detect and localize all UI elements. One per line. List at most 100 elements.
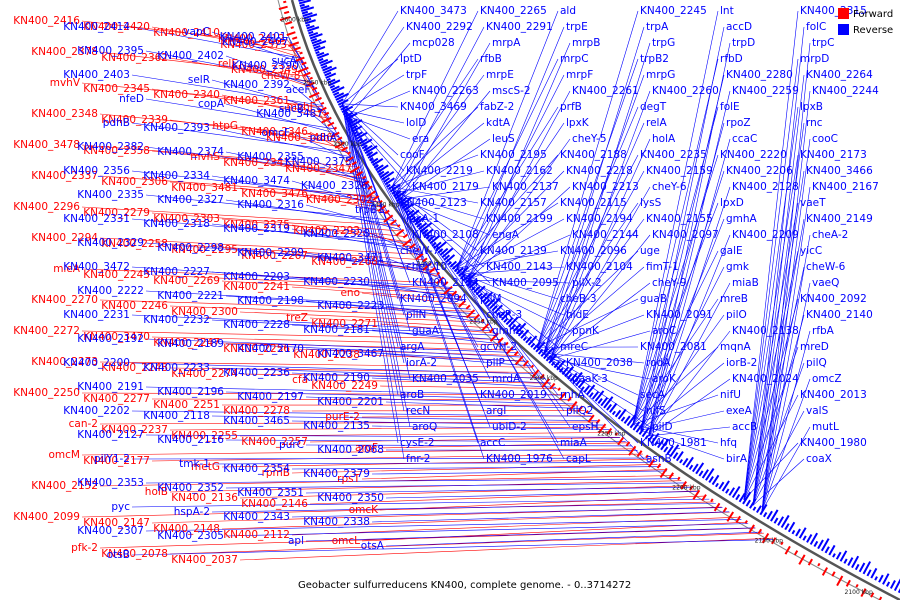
gene-label: otsB: [107, 549, 130, 561]
callout-line: [345, 26, 405, 111]
gene-label: KN400_2231: [63, 309, 130, 321]
callout-line: [467, 279, 571, 284]
gene-label: KN400_1976: [486, 453, 553, 465]
gene-label: KN400_2272: [13, 325, 80, 337]
callout-line: [632, 250, 719, 425]
reverse-gene-feature: [617, 408, 627, 420]
callout-line: [632, 58, 719, 425]
gene-label: KN400_2247: [153, 337, 220, 349]
callout-line: [456, 10, 559, 269]
reverse-gene-feature: [561, 366, 569, 375]
reverse-gene-feature: [315, 50, 320, 55]
gene-label: mrpE: [486, 69, 514, 81]
gene-label: aroQ: [412, 421, 437, 433]
callout-line: [291, 162, 369, 185]
gene-label: prfB: [560, 101, 582, 113]
callout-line: [131, 539, 775, 556]
gene-label: KN400_2277: [83, 393, 150, 405]
gene-label: lpxA-1: [406, 213, 439, 225]
callout-line: [99, 113, 340, 138]
reverse-gene-feature: [672, 452, 679, 460]
gene-label: mrpD: [800, 53, 829, 65]
reverse-gene-feature: [802, 535, 807, 541]
forward-gene-feature: [577, 405, 584, 413]
callout-line: [145, 338, 517, 353]
callout-line: [536, 106, 639, 348]
reverse-gene-feature: [773, 517, 779, 524]
reverse-gene-feature: [817, 539, 824, 550]
forward-gene-feature: [337, 136, 343, 141]
gene-label: KN400_2037: [171, 554, 238, 566]
reverse-gene-feature: [322, 65, 333, 72]
reverse-gene-feature: [870, 567, 878, 579]
gene-label: era: [412, 133, 429, 145]
reverse-gene-feature: [520, 329, 530, 339]
callout-line: [640, 410, 725, 431]
callout-line: [752, 410, 805, 506]
reverse-gene-feature: [500, 310, 511, 321]
gene-label: secA: [640, 389, 666, 401]
gene-label: KN400_2220: [720, 149, 787, 161]
callout-line: [385, 257, 443, 280]
reverse-gene-feature: [809, 532, 819, 545]
callout-line: [131, 122, 349, 153]
kbp-tick-label: 2500 kbp: [333, 141, 361, 148]
gene-label: KN400_2259: [732, 85, 799, 97]
gene-label: KN400_2331: [63, 213, 130, 225]
gene-label: KN400_2238: [293, 349, 360, 361]
callout-line: [305, 396, 577, 405]
callout-line: [225, 55, 315, 88]
forward-gene-feature: [645, 454, 649, 459]
reverse-gene-feature: [301, 10, 309, 15]
forward-gene-feature: [390, 219, 397, 226]
gene-label: KN400_2013: [800, 389, 867, 401]
callout-line: [338, 137, 358, 167]
callout-line: [743, 106, 799, 500]
reverse-gene-feature: [791, 529, 796, 535]
forward-gene-feature: [489, 327, 495, 333]
forward-gene-feature: [333, 126, 338, 130]
forward-gene-feature: [557, 387, 561, 392]
callout-line: [543, 352, 645, 412]
gene-label: KN400_2155: [646, 213, 713, 225]
gene-label: gcvH-2: [480, 341, 517, 353]
callout-line: [752, 122, 805, 506]
reverse-gene-feature: [626, 414, 637, 427]
reverse-gene-feature: [349, 119, 363, 128]
forward-gene-feature: [531, 369, 540, 378]
gene-label: KN400_2315: [800, 5, 867, 17]
callout-line: [400, 90, 491, 200]
callout-line: [456, 202, 559, 269]
gene-label: KN400_2134: [412, 277, 479, 289]
callout-line: [371, 511, 730, 523]
forward-gene-feature: [726, 511, 735, 522]
reverse-gene-feature: [688, 464, 694, 470]
gene-label: trpA: [646, 21, 669, 33]
reverse-gene-feature: [484, 298, 491, 305]
reverse-gene-feature: [429, 235, 441, 245]
forward-gene-feature: [290, 26, 294, 29]
gene-label: KN400_2112: [223, 529, 290, 541]
callout-line: [145, 386, 566, 396]
gene-label: KN400_2395: [77, 45, 144, 57]
callout-line: [151, 212, 403, 232]
gene-label: rpmB: [262, 467, 290, 479]
forward-gene-feature: [321, 116, 332, 124]
callout-line: [305, 108, 341, 139]
gene-label: leuS: [492, 133, 515, 145]
callout-line: [361, 230, 416, 249]
reverse-gene-feature: [458, 266, 470, 277]
callout-line: [145, 98, 336, 130]
gene-label: mvhV: [50, 77, 81, 89]
callout-line: [462, 273, 565, 316]
gene-label: KN400_2138: [732, 325, 799, 337]
callout-line: [743, 394, 799, 500]
reverse-gene-feature: [763, 512, 768, 518]
gene-label: KN400_2345: [83, 83, 150, 95]
reverse-gene-feature: [396, 196, 403, 202]
gene-label: KN400_2200: [63, 357, 130, 369]
reverse-gene-feature: [505, 317, 514, 326]
gene-label: cooF: [400, 149, 425, 161]
callout-line: [291, 507, 723, 518]
gene-label: KN400_2123: [400, 197, 467, 209]
